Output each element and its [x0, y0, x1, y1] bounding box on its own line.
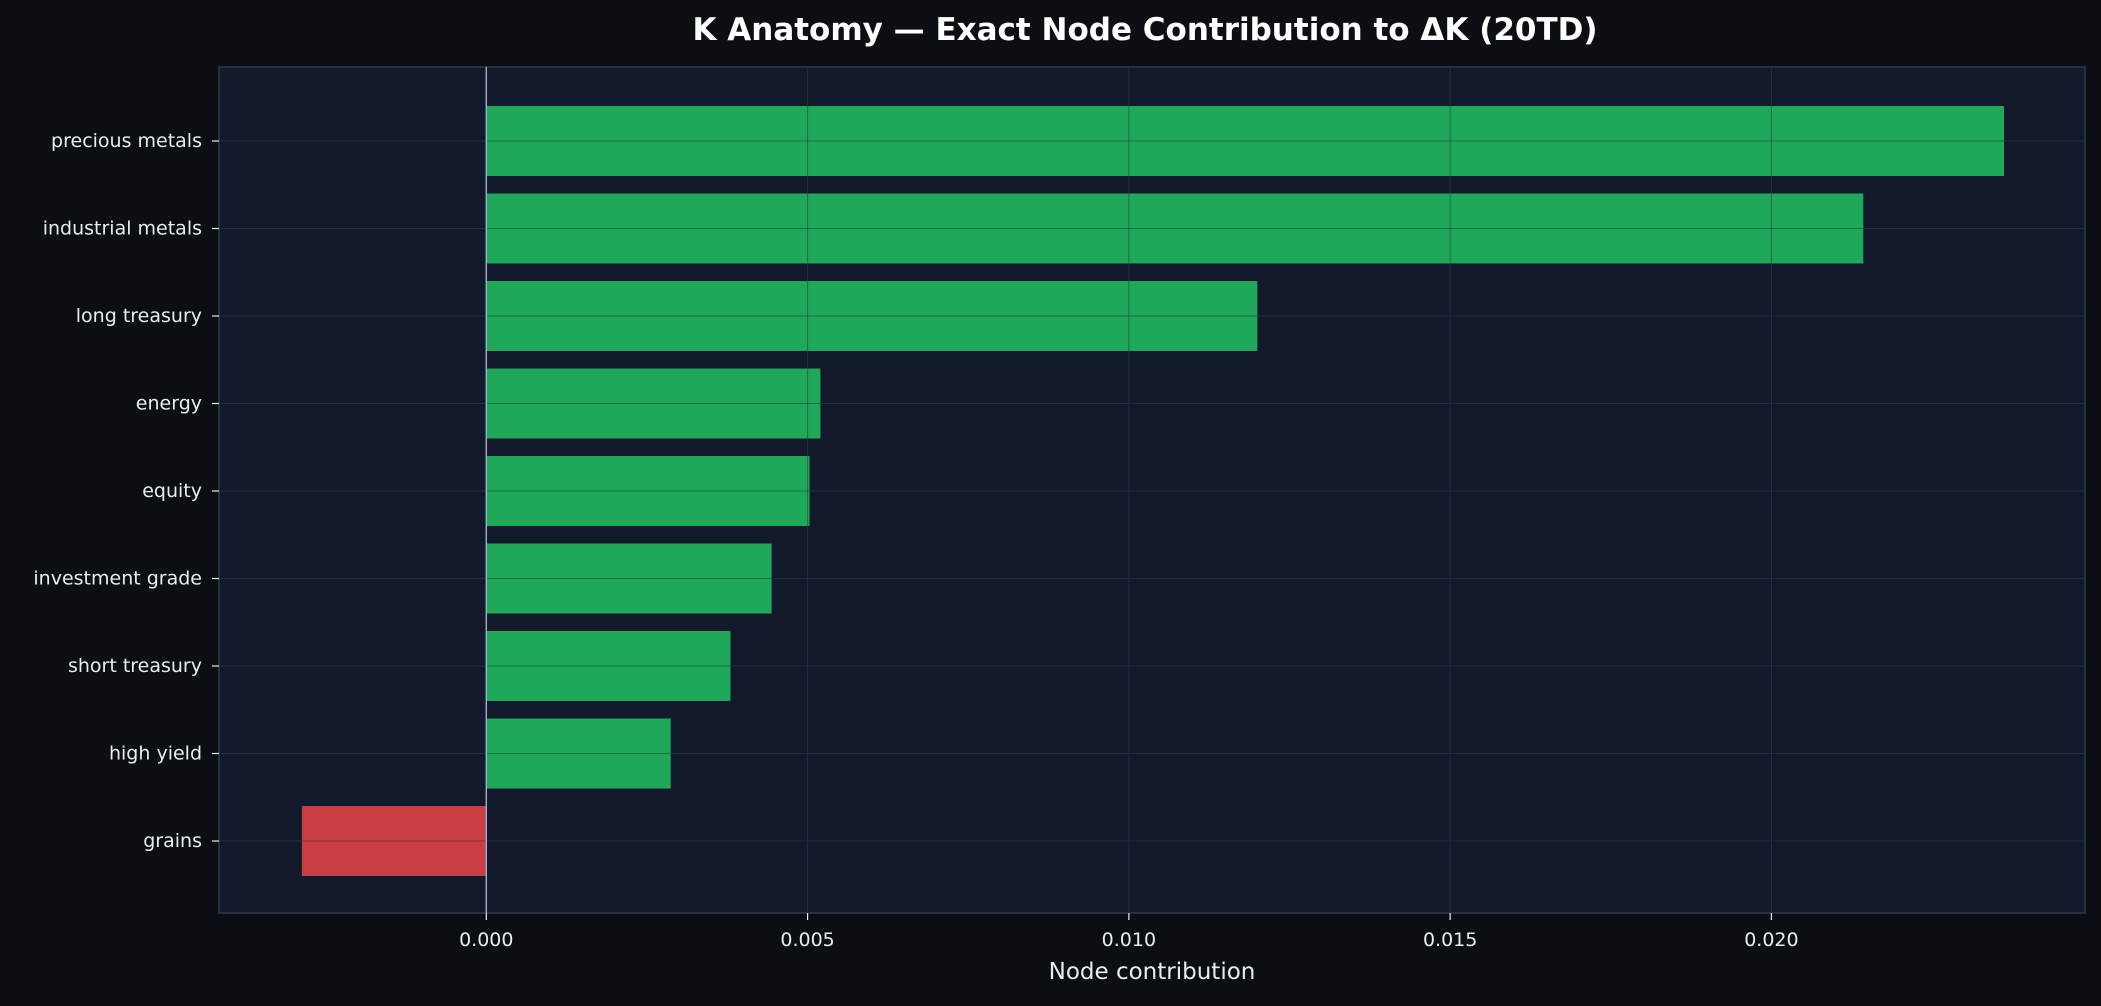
bars: [301, 106, 2005, 876]
chart-title: K Anatomy — Exact Node Contribution to Δ…: [692, 12, 1597, 48]
x-tick-label: 0.000: [459, 929, 513, 951]
bar-long-treasury: [486, 281, 1258, 351]
y-tick-label: precious metals: [51, 130, 202, 152]
bar-industrial-metals: [486, 193, 1864, 264]
y-tick-label: long treasury: [76, 305, 202, 327]
x-tick-label: 0.010: [1102, 929, 1156, 951]
y-tick-label: energy: [136, 393, 202, 415]
bar-investment-grade: [486, 543, 772, 614]
y-tick-label: investment grade: [33, 568, 202, 590]
overlay-grid: [219, 67, 2085, 913]
x-tick-label: 0.005: [780, 929, 834, 951]
bar-precious-metals: [486, 106, 2005, 176]
bar-high-yield: [486, 718, 671, 789]
y-axis-ticks: precious metals industrial metals long tre…: [33, 130, 219, 852]
bar-grains: [301, 806, 487, 876]
x-tick-label: 0.020: [1744, 929, 1798, 951]
y-tick-label: grains: [143, 830, 202, 852]
x-axis-ticks: 0.000 0.005 0.010 0.015 0.020: [459, 913, 1799, 951]
y-tick-label: high yield: [109, 743, 202, 765]
bar-equity: [486, 456, 810, 526]
bar-short-treasury: [486, 631, 731, 701]
y-tick-label: short treasury: [68, 655, 202, 677]
y-tick-label: equity: [142, 480, 202, 502]
y-tick-label: industrial metals: [43, 218, 202, 240]
x-axis-label: Node contribution: [1049, 959, 1256, 985]
bar-energy: [486, 368, 821, 439]
x-tick-label: 0.015: [1423, 929, 1477, 951]
